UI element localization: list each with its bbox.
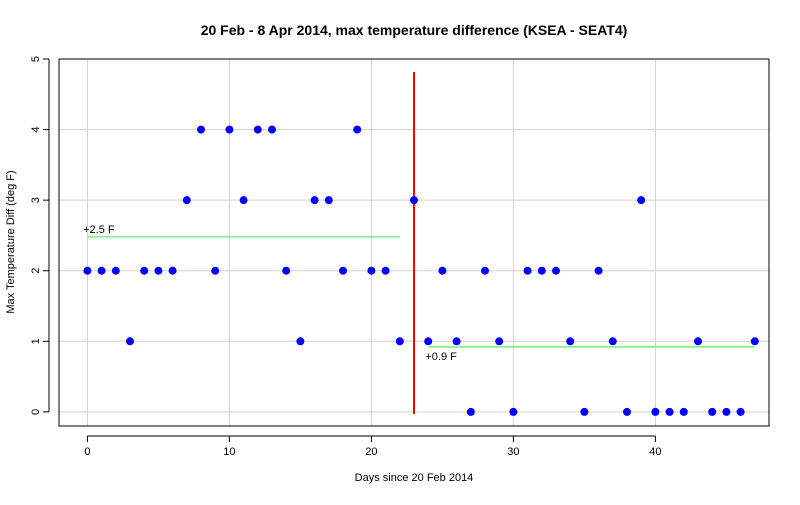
data-point bbox=[708, 407, 717, 416]
data-point bbox=[637, 196, 646, 205]
data-point bbox=[623, 407, 631, 416]
x-tick-label: 10 bbox=[223, 446, 235, 458]
data-point bbox=[424, 337, 433, 346]
data-point bbox=[665, 407, 674, 416]
data-point bbox=[722, 407, 731, 416]
data-point bbox=[580, 407, 589, 416]
data-point bbox=[282, 266, 291, 275]
data-point bbox=[694, 337, 702, 346]
y-tick-label: 3 bbox=[30, 197, 42, 203]
data-point bbox=[168, 266, 177, 275]
x-tick-label: 30 bbox=[507, 446, 519, 458]
chart-title: 20 Feb - 8 Apr 2014, max temperature dif… bbox=[201, 22, 628, 38]
data-point bbox=[83, 266, 92, 275]
data-point bbox=[310, 196, 319, 205]
data-point bbox=[140, 266, 149, 275]
data-point bbox=[239, 196, 248, 205]
data-point bbox=[608, 337, 617, 346]
y-axis-label: Max Temperature Diff (deg F) bbox=[5, 170, 17, 313]
mean-labels: +2.5 F +0.9 F bbox=[83, 224, 457, 363]
data-point bbox=[750, 337, 759, 346]
x-axis-label: Days since 20 Feb 2014 bbox=[355, 472, 474, 484]
data-point bbox=[523, 266, 532, 275]
mean-label: +2.5 F bbox=[83, 224, 115, 236]
y-tick-label: 2 bbox=[30, 268, 42, 274]
data-point bbox=[97, 266, 106, 275]
data-point bbox=[268, 125, 276, 134]
x-tick-label: 0 bbox=[84, 446, 90, 458]
data-point bbox=[651, 407, 660, 416]
data-point bbox=[111, 266, 120, 275]
data-point bbox=[253, 125, 262, 134]
data-point bbox=[438, 266, 447, 275]
x-tick-label: 40 bbox=[649, 446, 661, 458]
data-point bbox=[197, 125, 205, 134]
data-point bbox=[367, 266, 376, 275]
y-tick-label: 1 bbox=[30, 338, 42, 344]
data-point bbox=[381, 266, 390, 275]
data-point bbox=[296, 337, 305, 346]
mean-lines bbox=[87, 236, 755, 348]
y-tick-label: 5 bbox=[30, 56, 42, 62]
data-point bbox=[509, 407, 518, 416]
axes: 0 10 20 30 40 0 1 2 3 4 5 bbox=[30, 56, 770, 458]
data-point bbox=[353, 125, 362, 134]
data-point bbox=[324, 196, 333, 205]
x-tick-label: 20 bbox=[365, 446, 377, 458]
data-point bbox=[452, 337, 461, 346]
data-point bbox=[679, 407, 688, 416]
data-point bbox=[495, 337, 504, 346]
data-point bbox=[552, 266, 560, 275]
data-point bbox=[594, 266, 603, 275]
data-point bbox=[537, 266, 546, 275]
data-point bbox=[736, 407, 745, 416]
data-point bbox=[225, 125, 234, 134]
plot-frame bbox=[58, 58, 770, 427]
data-point bbox=[410, 196, 418, 205]
data-point bbox=[182, 196, 191, 205]
mean-label: +0.9 F bbox=[425, 351, 457, 363]
data-point bbox=[154, 266, 163, 275]
data-point bbox=[211, 266, 220, 275]
data-points bbox=[83, 125, 759, 416]
data-point bbox=[481, 266, 489, 275]
data-point bbox=[466, 407, 475, 416]
data-point bbox=[339, 266, 347, 275]
data-point bbox=[395, 337, 404, 346]
y-tick-label: 4 bbox=[30, 127, 42, 133]
y-tick-label: 0 bbox=[30, 409, 42, 415]
data-point bbox=[126, 337, 134, 346]
data-point bbox=[566, 337, 575, 346]
